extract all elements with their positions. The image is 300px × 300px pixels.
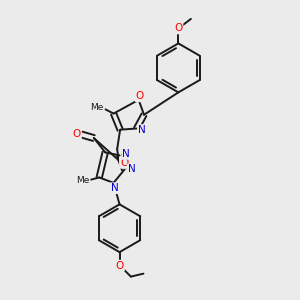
Text: N: N	[111, 183, 118, 193]
Text: O: O	[73, 129, 81, 139]
Text: O: O	[116, 261, 124, 271]
Text: N: N	[138, 125, 146, 135]
Text: N: N	[122, 149, 130, 159]
Text: O: O	[174, 23, 182, 34]
Text: N: N	[128, 164, 135, 174]
Text: Me: Me	[91, 103, 104, 112]
Text: Me: Me	[76, 176, 89, 185]
Text: O: O	[120, 158, 128, 168]
Text: O: O	[136, 91, 144, 101]
